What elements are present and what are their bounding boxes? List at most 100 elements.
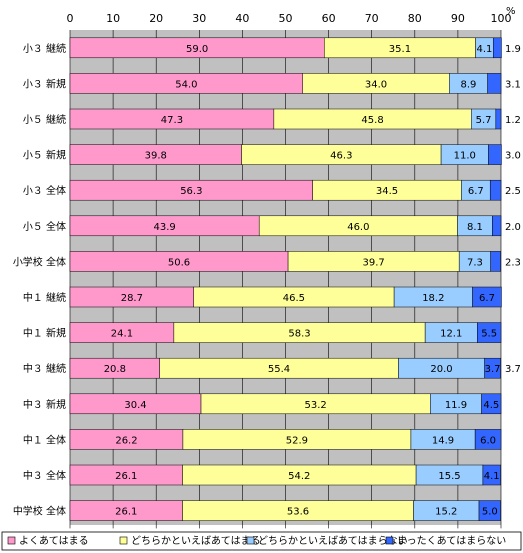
bar-segment (481, 393, 502, 415)
x-tick-label: 0 (67, 12, 74, 25)
x-axis-tick-labels: 0 10 20 30 40 50 60 70 80 90 100 (67, 12, 512, 25)
category-label: 中３ 新規 (23, 398, 66, 411)
category-label: 小５ 全体 (23, 220, 66, 233)
category-label: 小３ 全体 (23, 184, 66, 197)
legend-swatch (385, 536, 394, 545)
bar-segment (492, 215, 502, 237)
segment-value-label: 5.0 (482, 507, 498, 518)
segment-value-label: 18.2 (422, 293, 444, 304)
outside-value-label: 2.5 (505, 186, 521, 197)
x-tick-label: 40 (235, 12, 249, 25)
segment-value-label: 11.9 (445, 400, 467, 411)
bar-segment (484, 357, 501, 379)
percent-unit-label: % (506, 6, 516, 17)
x-tick-label: 70 (365, 12, 379, 25)
category-label: 小３ 継続 (23, 42, 66, 55)
segment-value-label: 14.9 (432, 435, 454, 446)
category-label: 中１ 継続 (23, 291, 66, 304)
bar-segment (478, 500, 501, 521)
segment-value-label: 58.3 (288, 329, 310, 340)
outside-value-label: 3.7 (505, 364, 521, 375)
category-label: 中３ 全体 (23, 469, 66, 482)
x-tick-label: 60 (322, 12, 336, 25)
segment-value-label: 45.8 (361, 115, 383, 126)
segment-value-label: 54.2 (288, 471, 310, 482)
segment-value-label: 15.2 (435, 507, 457, 518)
category-label: 小５ 新規 (23, 149, 66, 162)
segment-value-label: 7.3 (467, 257, 483, 268)
legend-label: よくあてはまる (19, 535, 89, 547)
x-tick-label: 20 (149, 12, 163, 25)
x-tick-label: 10 (106, 12, 120, 25)
bar-segment (490, 251, 501, 272)
segment-value-label: 59.0 (186, 44, 208, 55)
segment-value-label: 50.6 (168, 257, 190, 268)
segment-value-label: 8.9 (461, 79, 477, 90)
legend-swatch (7, 536, 16, 545)
segment-value-label: 5.5 (481, 329, 497, 340)
segment-value-label: 56.3 (180, 186, 202, 197)
segment-value-label: 26.1 (115, 507, 137, 518)
x-tick-label: 90 (451, 12, 465, 25)
segment-value-label: 4.1 (484, 471, 500, 482)
legend-label: どちらかといえばあてはまらない (258, 535, 408, 547)
segment-value-label: 20.8 (104, 364, 126, 375)
legend-box (1, 531, 522, 551)
segment-value-label: 54.0 (175, 79, 197, 90)
segment-value-label: 47.3 (161, 115, 183, 126)
legend-swatch (246, 536, 255, 545)
segment-value-label: 35.1 (389, 44, 411, 55)
bar-segment (488, 144, 502, 165)
segment-value-label: 53.2 (305, 400, 327, 411)
outside-value-label: 1.2 (505, 115, 521, 126)
category-label: 中１ 新規 (23, 327, 66, 340)
segment-value-label: 53.6 (287, 507, 309, 518)
segment-value-label: 26.2 (115, 435, 137, 446)
category-label: 中３ 継続 (23, 362, 66, 375)
segment-value-label: 12.1 (440, 329, 462, 340)
segment-value-label: 39.7 (363, 257, 385, 268)
segment-value-label: 3.7 (485, 364, 501, 375)
segment-value-label: 46.0 (347, 222, 369, 233)
outside-value-label: 1.9 (505, 44, 521, 55)
segment-value-label: 30.4 (124, 400, 146, 411)
bar-segment (474, 429, 502, 450)
category-label: 小３ 新規 (23, 77, 66, 90)
segment-value-label: 34.5 (376, 186, 398, 197)
x-tick-label: 100 (491, 12, 512, 25)
segment-value-label: 52.9 (286, 435, 308, 446)
category-label: 小５ 継続 (23, 113, 66, 126)
segment-value-label: 8.1 (467, 222, 483, 233)
segment-value-label: 20.0 (430, 364, 452, 375)
segment-value-label: 15.5 (438, 471, 460, 482)
segment-value-label: 24.1 (111, 329, 133, 340)
category-label: 中学校 全体 (13, 505, 66, 518)
outside-value-labels: 1.9 3.1 1.2 3.0 2.5 2.0 2.3 3.7 (505, 44, 521, 375)
segment-value-label: 11.0 (454, 151, 476, 162)
segment-value-labels: 59.0 35.1 4.1 54.0 34.0 8.9 47.3 45.8 5.7 39.8 46.… (104, 44, 501, 518)
bar-segment (472, 286, 502, 308)
segment-value-label: 46.3 (330, 151, 352, 162)
x-tick-label: 80 (408, 12, 422, 25)
segment-value-label: 6.7 (479, 293, 495, 304)
segment-value-label: 4.5 (483, 400, 499, 411)
segment-value-label: 34.0 (365, 79, 387, 90)
bar-segment (492, 37, 502, 59)
bar-segment (477, 322, 502, 343)
outside-value-label: 2.3 (505, 257, 521, 268)
bar-segment (489, 179, 502, 201)
legend-label: どちらかといえばあてはまる (131, 535, 261, 547)
segment-value-label: 6.7 (468, 186, 484, 197)
category-label: 中１ 全体 (23, 433, 66, 446)
bar-segment (495, 108, 502, 130)
bar-segments (69, 37, 502, 521)
outside-value-label: 2.0 (505, 222, 521, 233)
segment-value-label: 26.1 (115, 471, 137, 482)
segment-value-label: 43.9 (153, 222, 175, 233)
legend-swatch (119, 536, 128, 545)
x-tick-label: 30 (192, 12, 206, 25)
legend-label: まったくあてはまらない (397, 535, 506, 547)
segment-value-label: 6.0 (480, 435, 496, 446)
